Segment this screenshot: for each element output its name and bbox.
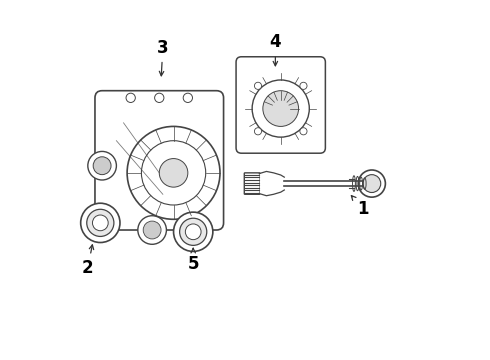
FancyBboxPatch shape — [245, 173, 260, 194]
Circle shape — [183, 93, 193, 103]
Circle shape — [180, 218, 207, 246]
FancyBboxPatch shape — [95, 91, 223, 230]
Circle shape — [142, 141, 206, 205]
Circle shape — [143, 221, 161, 239]
Circle shape — [155, 93, 164, 103]
Circle shape — [254, 82, 262, 89]
Circle shape — [300, 82, 307, 89]
Text: 2: 2 — [82, 245, 94, 276]
Circle shape — [263, 91, 298, 126]
Circle shape — [138, 216, 167, 244]
Circle shape — [93, 157, 111, 175]
FancyBboxPatch shape — [236, 57, 325, 153]
Circle shape — [127, 126, 220, 219]
Circle shape — [173, 212, 213, 251]
Text: 4: 4 — [270, 33, 281, 66]
Circle shape — [159, 158, 188, 187]
Circle shape — [358, 170, 386, 197]
Circle shape — [254, 128, 262, 135]
Text: 5: 5 — [188, 248, 199, 273]
Text: 3: 3 — [157, 39, 169, 76]
Circle shape — [252, 80, 309, 137]
Circle shape — [81, 203, 120, 243]
Circle shape — [88, 152, 117, 180]
Circle shape — [87, 209, 114, 237]
Circle shape — [363, 175, 381, 193]
Circle shape — [126, 93, 135, 103]
Text: 1: 1 — [351, 195, 368, 217]
Circle shape — [185, 224, 201, 240]
Circle shape — [93, 215, 108, 231]
Circle shape — [300, 128, 307, 135]
